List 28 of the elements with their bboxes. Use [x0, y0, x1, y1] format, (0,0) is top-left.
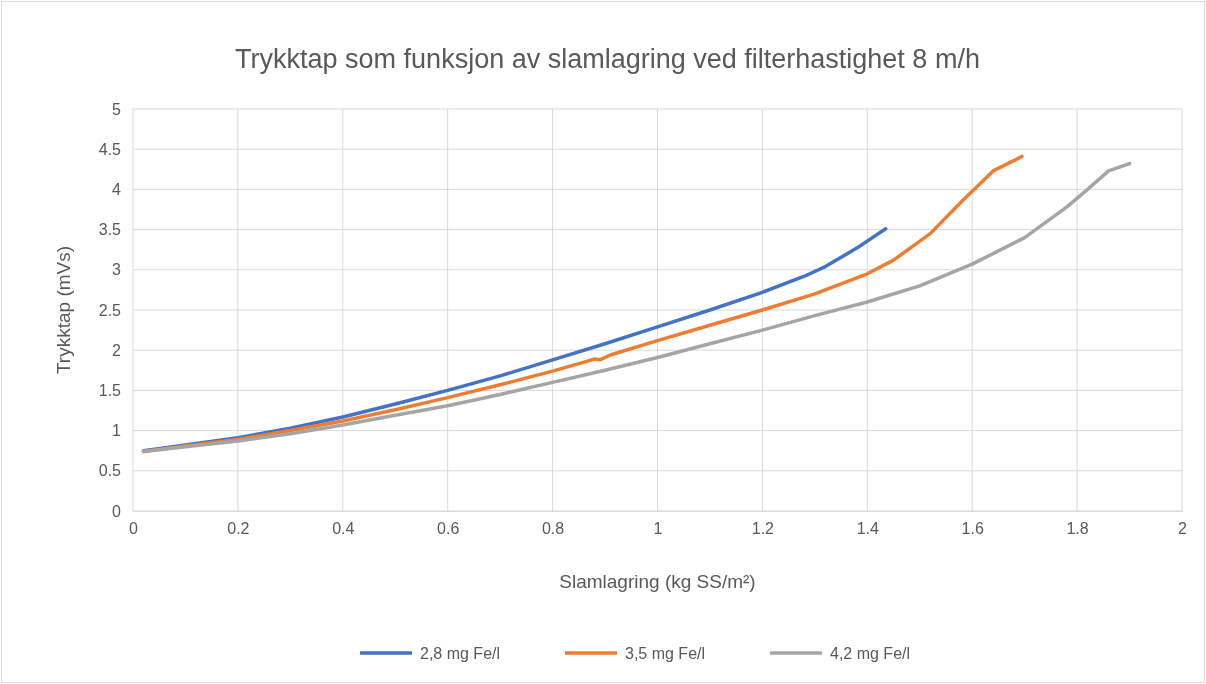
legend-label: 3,5 mg Fe/l: [625, 645, 706, 662]
y-tick-label: 1: [112, 422, 122, 440]
x-tick-label: 1.6: [961, 520, 984, 538]
x-tick-label: 0.2: [227, 520, 250, 538]
y-tick-label: 4.5: [98, 140, 122, 158]
x-tick-label: 2: [1178, 520, 1188, 538]
y-tick-label: 3: [112, 261, 122, 279]
legend-label: 4,2 mg Fe/l: [830, 645, 911, 662]
y-axis-title: Trykktap (mVs): [53, 245, 74, 375]
x-tick-label: 0.8: [541, 520, 565, 538]
x-axis-title: Slamlagring (kg SS/m²): [559, 571, 756, 592]
legend-label: 2,8 mg Fe/l: [420, 645, 501, 662]
x-tick-label: 1.8: [1066, 520, 1089, 538]
x-tick-label: 1: [653, 520, 663, 538]
y-tick-label: 0.5: [98, 462, 122, 480]
chart-title: Trykktap som funksjon av slamlagring ved filterhastighet 8 m/h: [235, 44, 980, 74]
y-tick-label: 5: [112, 100, 122, 118]
y-tick-label: 1.5: [98, 382, 122, 400]
y-tick-label: 2.5: [98, 301, 122, 319]
y-tick-label: 2: [112, 341, 122, 359]
x-tick-label: 0.6: [437, 520, 460, 538]
x-tick-label: 0.4: [332, 520, 355, 538]
y-tick-label: 0: [112, 502, 122, 520]
x-tick-label: 0: [129, 520, 139, 538]
x-tick-label: 1.4: [856, 520, 880, 538]
y-tick-label: 3.5: [98, 221, 122, 239]
x-tick-label: 1.2: [751, 520, 775, 538]
y-tick-label: 4: [112, 181, 122, 199]
